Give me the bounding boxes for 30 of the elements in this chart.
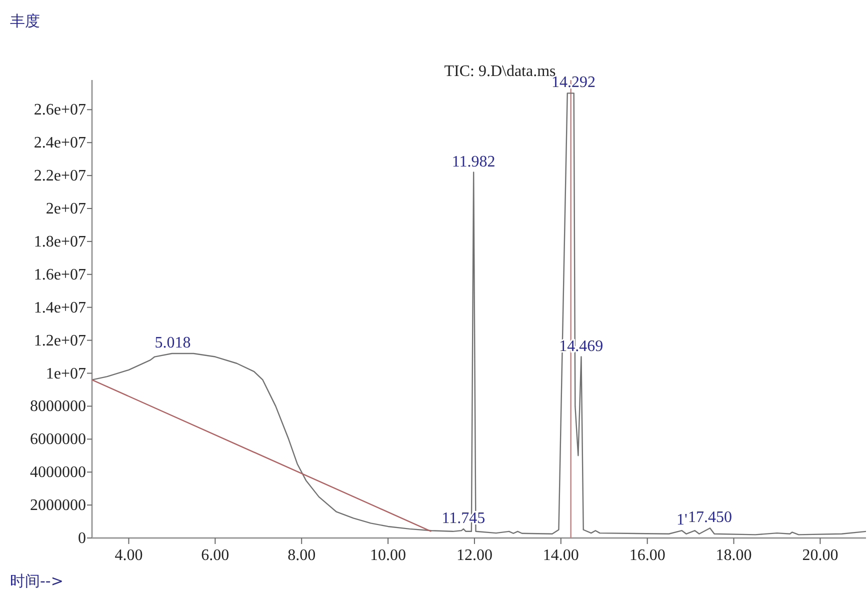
y-tick-label: 2000000 xyxy=(30,497,86,514)
x-axis-title: 时间--> xyxy=(10,572,64,590)
x-tick-label: 14.00 xyxy=(542,547,579,564)
x-tick-label: 12.00 xyxy=(456,547,492,564)
y-tick-label: 2.4e+07 xyxy=(34,134,86,152)
y-tick-label: 6000000 xyxy=(30,431,86,448)
x-tick-label: 20.00 xyxy=(802,547,838,564)
y-tick-label: 4000000 xyxy=(30,464,86,482)
annotation: 5.018 xyxy=(154,334,191,352)
y-tick-label: 8000000 xyxy=(30,398,86,416)
line-series xyxy=(92,92,866,536)
x-tick-label: 16.00 xyxy=(629,547,666,564)
x-tick-label: 4.00 xyxy=(114,547,143,564)
annotation: 11.982 xyxy=(452,153,496,170)
y-tick-label: 1.4e+07 xyxy=(34,299,86,316)
y-tick-label: 2.2e+07 xyxy=(34,168,86,185)
y-tick-label: 1.8e+07 xyxy=(34,233,86,250)
x-tick-label: 18.00 xyxy=(716,547,752,564)
y-tick-label: 2.6e+07 xyxy=(34,102,86,119)
x-tick-label: 10.00 xyxy=(370,547,406,564)
y-tick-label: 1e+07 xyxy=(46,365,86,382)
y-tick-label: 1.6e+07 xyxy=(34,266,86,284)
y-tick-label: 0 xyxy=(78,530,86,547)
x-tick-label: 8.00 xyxy=(288,547,316,564)
y-tick-label: 2e+07 xyxy=(46,200,86,218)
annotation: 17.450 xyxy=(688,509,732,526)
x-tick-label: 6.00 xyxy=(201,547,230,564)
y-tick-label: 1.2e+07 xyxy=(34,332,86,350)
y-axis-title: 丰度 xyxy=(10,12,40,30)
annotation: 1' xyxy=(676,512,688,529)
